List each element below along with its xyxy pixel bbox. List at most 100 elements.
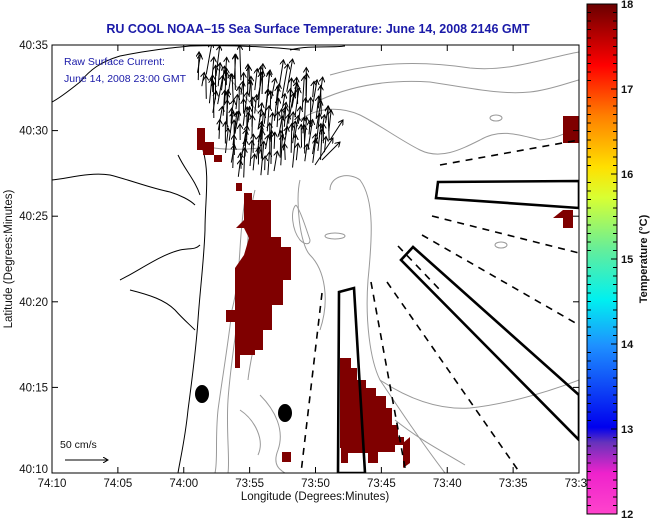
y-tick-label: 40:35 [19,40,48,52]
surface-current-vectors [197,45,343,178]
x-tick-label: 73:35 [499,478,528,490]
x-axis-label: Longitude (Degrees:Minutes) [241,491,389,503]
current-annotation-line2: June 14, 2008 23:00 GMT [64,73,187,85]
current-vector [225,128,228,154]
current-vector [313,139,316,163]
bathymetry-contour [259,394,286,473]
current-vector [271,131,272,164]
colorbar-tick-label: 18 [621,0,633,11]
bathymetry-contour [489,114,503,122]
x-tick-label: 73:45 [367,478,396,490]
current-vector [255,95,257,114]
current-vector [198,52,199,81]
current-vector [328,106,329,140]
coastline-raritan [119,244,201,281]
current-vector [329,120,343,141]
bathymetry-contour [239,409,261,456]
bathymetry-contour [394,419,466,466]
coastline-long-island [52,45,301,103]
sst-patches [197,116,579,468]
x-axis-ticks [51,45,580,473]
colorbar-tick-label: 16 [621,169,633,181]
colorbar: 12 13 14 15 16 17 18 Temperature (°C) [586,0,650,519]
y-tick-label: 40:30 [19,126,48,138]
y-tick-label: 40:15 [19,382,48,394]
bathymetry-contour [319,79,579,101]
colorbar-tick-label: 12 [621,509,633,519]
sst-patch-east-south [553,210,573,228]
current-vector [228,112,233,141]
current-vector [251,76,252,107]
current-vector [268,152,270,175]
current-annotation-line1: Raw Surface Current: [64,56,165,68]
coastline-sandy-hook [177,154,201,196]
bathymetry-contour [379,379,579,409]
current-vector [225,71,226,103]
beam-outline-south [336,286,367,473]
current-vector [258,72,261,108]
current-vector [250,140,252,167]
current-vector [292,135,296,168]
current-vector [262,64,263,94]
current-vector [232,74,233,101]
x-tick-label: 73:50 [301,478,330,490]
colorbar-minor-ticks [587,3,617,515]
current-vector [245,139,246,157]
current-vector [321,142,340,161]
current-vector [306,73,307,103]
current-vector [238,160,240,177]
current-vector [219,119,220,139]
current-vector [233,135,234,169]
scale-arrow-label: 50 cm/s [60,439,97,451]
x-tick-label: 73:30 [565,478,594,490]
coastline-rivers [129,289,196,331]
current-vector [277,98,279,113]
bathymetry-contour [292,204,311,245]
bathymetry-contour [297,179,326,331]
coastline [52,45,346,473]
coverage-radial [421,234,579,326]
bathymetry-contour [299,108,579,155]
coastline-staten [289,45,346,51]
bathymetry-contour [324,232,346,240]
x-tick-label: 74:05 [103,478,132,490]
beam-outline-southeast [399,245,579,442]
coastline-upper-bay [52,173,196,206]
current-vector [273,151,277,172]
current-vector [296,143,298,161]
sst-patch-central [226,193,291,368]
current-vector [305,144,307,162]
x-tick-label: 73:40 [433,478,462,490]
sst-patch-northern [197,128,214,155]
colorbar-tick-label: 13 [621,424,633,436]
sst-patch-northern-small [214,155,222,162]
current-vector [284,143,285,160]
colorbar-tick-label: 15 [621,254,633,266]
sst-patch-east-north [563,116,579,143]
y-tick-label: 40:10 [19,464,48,476]
bathymetry-contour [329,175,446,473]
colorbar-label: Temperature (°C) [638,214,650,303]
current-vector [244,148,245,178]
chart-title: RU COOL NOAA–15 Sea Surface Temperature:… [106,22,530,36]
current-vector [311,80,317,113]
sst-patch-dot [236,183,242,191]
radar-coverage-lines [300,139,579,473]
x-tick-label: 74:10 [38,478,67,490]
current-vector [260,141,264,176]
y-tick-label: 40:25 [19,211,48,223]
x-tick-label: 74:00 [169,478,198,490]
current-vector [277,112,278,128]
x-tick-label: 73:55 [235,478,264,490]
current-vector [217,107,222,131]
buoy-marker-east [278,404,292,422]
beam-outline-east [434,179,579,210]
current-vector [236,95,237,110]
current-vector [281,64,288,99]
bathymetry-contour [494,241,508,249]
coverage-radial [370,281,407,473]
current-vector [304,125,305,154]
current-vector [274,132,275,149]
current-vector [281,135,283,166]
